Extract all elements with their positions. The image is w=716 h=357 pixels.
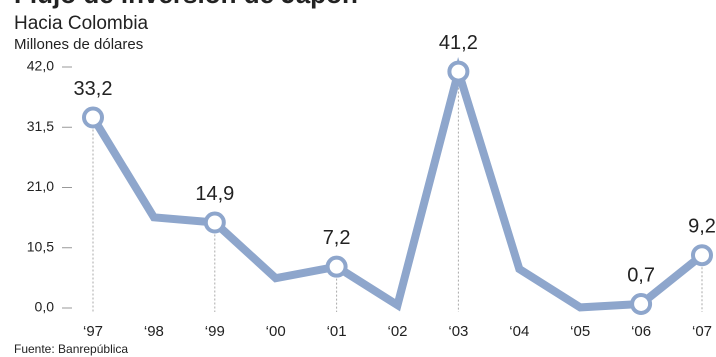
source: Fuente: Banrepública	[14, 342, 128, 356]
x-tick-label: ‘04	[509, 323, 529, 340]
x-tick-label: ‘02	[387, 323, 407, 340]
y-tick-label: 42,0	[27, 58, 54, 74]
x-tick-label: ‘06	[631, 323, 651, 340]
value-label: 41,2	[439, 32, 478, 54]
x-tick-label: ‘05	[570, 323, 590, 340]
value-label: 33,2	[74, 78, 113, 100]
y-tick-label: 0,0	[35, 299, 55, 315]
y-axis-label: Millones de dólares	[14, 36, 143, 53]
point	[82, 106, 104, 129]
point	[630, 292, 653, 315]
x-tick-label: ‘07	[692, 323, 712, 340]
x-tick-label: ‘99	[205, 323, 225, 340]
point	[325, 255, 348, 278]
x-tick-label: ‘01	[327, 323, 347, 340]
y-tick-label: 21,0	[27, 178, 54, 194]
value-label: 9,2	[688, 215, 716, 237]
x-tick-label: ‘97	[83, 323, 103, 340]
y-tick-label: 31,5	[27, 118, 54, 134]
chart-title: Flujo de inversión de Japón	[14, 0, 358, 9]
point	[691, 244, 713, 267]
value-label: 7,2	[323, 227, 351, 249]
value-label: 14,9	[195, 183, 234, 205]
x-tick-label: ‘98	[144, 323, 164, 340]
value-label: 0,7	[627, 264, 655, 286]
point	[447, 60, 470, 83]
x-tick-label: ‘00	[266, 323, 286, 340]
chart-subtitle: Hacia Colombia	[14, 13, 149, 34]
series-line	[89, 56, 705, 312]
x-tick-label: ‘03	[448, 323, 468, 340]
point	[203, 211, 226, 234]
y-tick-label: 10,5	[27, 238, 54, 254]
